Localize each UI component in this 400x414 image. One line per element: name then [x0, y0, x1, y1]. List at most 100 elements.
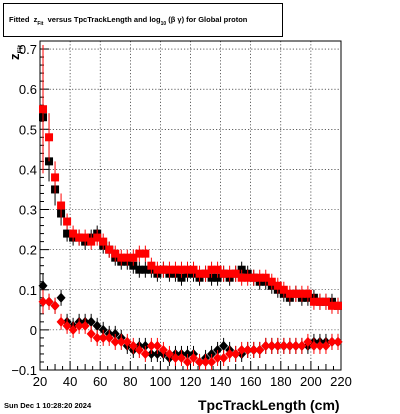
- title-suffix: (β γ) for Global proton: [168, 15, 248, 24]
- data-point-diamond: [92, 332, 102, 343]
- data-point-diamond: [207, 356, 217, 367]
- data-point-diamond: [231, 348, 241, 359]
- data-point-diamond: [68, 324, 78, 335]
- data-point-square: [273, 281, 282, 290]
- data-point-square: [57, 201, 66, 210]
- data-point-diamond: [74, 320, 84, 331]
- data-point-square: [141, 265, 150, 274]
- data-point-square: [147, 261, 156, 270]
- data-point-square: [63, 229, 72, 238]
- data-point-diamond: [201, 356, 211, 367]
- y-tick-label: 0.3: [19, 203, 37, 218]
- data-point-square: [279, 285, 288, 294]
- x-tick-label: 100: [150, 374, 172, 389]
- chart-title-box: Fitted zFit versus TpcTrackLength and lo…: [3, 3, 283, 37]
- data-point-square: [261, 273, 270, 282]
- data-point-square: [159, 265, 168, 274]
- x-tick-label: 140: [210, 374, 232, 389]
- data-point-diamond: [303, 336, 313, 347]
- data-point-square: [117, 253, 126, 262]
- data-point-diamond: [86, 328, 96, 339]
- data-point-diamond: [237, 344, 247, 355]
- data-point-diamond: [98, 332, 108, 343]
- data-point-square: [303, 289, 312, 298]
- data-point-diamond: [104, 332, 114, 343]
- data-point-diamond: [164, 348, 174, 359]
- data-point-square: [321, 297, 330, 306]
- data-point-square: [231, 269, 240, 278]
- data-point-diamond: [195, 356, 205, 367]
- x-tick-label: 180: [270, 374, 292, 389]
- data-point-square: [291, 289, 300, 298]
- y-tick-label: 0: [30, 323, 37, 338]
- data-point-square: [207, 265, 216, 274]
- data-point-square: [309, 297, 318, 306]
- data-point-square: [93, 233, 102, 242]
- data-point-square: [39, 105, 48, 114]
- y-tick-label: 0.2: [19, 243, 37, 258]
- data-point-square: [75, 233, 84, 242]
- data-point-square: [81, 233, 90, 242]
- data-point-diamond: [176, 352, 186, 363]
- data-point-diamond: [315, 340, 325, 351]
- data-point-diamond: [291, 340, 301, 351]
- data-point-square: [165, 265, 174, 274]
- title-z: z: [33, 15, 38, 24]
- data-point-diamond: [219, 340, 229, 351]
- data-point-square: [105, 245, 114, 254]
- data-point-square: [135, 265, 144, 274]
- data-point-square: [201, 269, 210, 278]
- data-point-diamond: [38, 296, 48, 307]
- data-point-diamond: [56, 292, 66, 303]
- data-point-diamond: [327, 336, 337, 347]
- data-point-square: [243, 273, 252, 282]
- data-point-square: [255, 273, 264, 282]
- data-point-square: [237, 273, 246, 282]
- y-tick-label: 0.6: [19, 82, 37, 97]
- data-point-diamond: [134, 344, 144, 355]
- title-log-sub: 10: [160, 21, 167, 27]
- x-tick-label: 120: [180, 374, 202, 389]
- data-point-diamond: [50, 300, 60, 311]
- data-point-square: [123, 253, 132, 262]
- data-point-square: [177, 265, 186, 274]
- data-point-diamond: [38, 280, 48, 291]
- x-tick-label: 40: [63, 374, 77, 389]
- y-tick-label: 0.1: [19, 283, 37, 298]
- x-tick-label: 20: [33, 374, 47, 389]
- x-axis-title: TpcTrackLength (cm): [198, 397, 340, 413]
- data-point-square: [249, 273, 258, 282]
- data-point-diamond: [140, 348, 150, 359]
- data-point-diamond: [128, 340, 138, 351]
- data-point-square: [285, 289, 294, 298]
- data-point-square: [141, 249, 150, 258]
- data-point-diamond: [116, 336, 126, 347]
- data-point-square: [63, 217, 72, 226]
- x-tick-label: 160: [240, 374, 262, 389]
- data-point-diamond: [92, 320, 102, 331]
- data-point-square: [219, 269, 228, 278]
- title-middle: versus TpcTrackLength and log: [47, 15, 161, 24]
- data-point-diamond: [213, 352, 223, 363]
- data-point-diamond: [225, 348, 235, 359]
- data-point-square: [315, 297, 324, 306]
- y-title-z: z: [7, 53, 22, 61]
- data-point-diamond: [189, 352, 199, 363]
- y-axis-title: zFit: [7, 45, 25, 60]
- data-point-diamond: [80, 320, 90, 331]
- data-point-square: [327, 301, 336, 310]
- data-point-diamond: [249, 344, 259, 355]
- x-tick-label: 200: [300, 374, 322, 389]
- data-point-diamond: [309, 340, 319, 351]
- y-title-z-sub: Fit: [17, 44, 25, 54]
- y-tick-label: 0.4: [19, 162, 37, 177]
- data-point-diamond: [255, 344, 265, 355]
- data-point-square: [135, 249, 144, 258]
- data-point-square: [225, 269, 234, 278]
- data-point-diamond: [56, 316, 66, 327]
- data-point-diamond: [182, 356, 192, 367]
- data-point-square: [189, 265, 198, 274]
- data-point-square: [183, 265, 192, 274]
- data-point-square: [213, 265, 222, 274]
